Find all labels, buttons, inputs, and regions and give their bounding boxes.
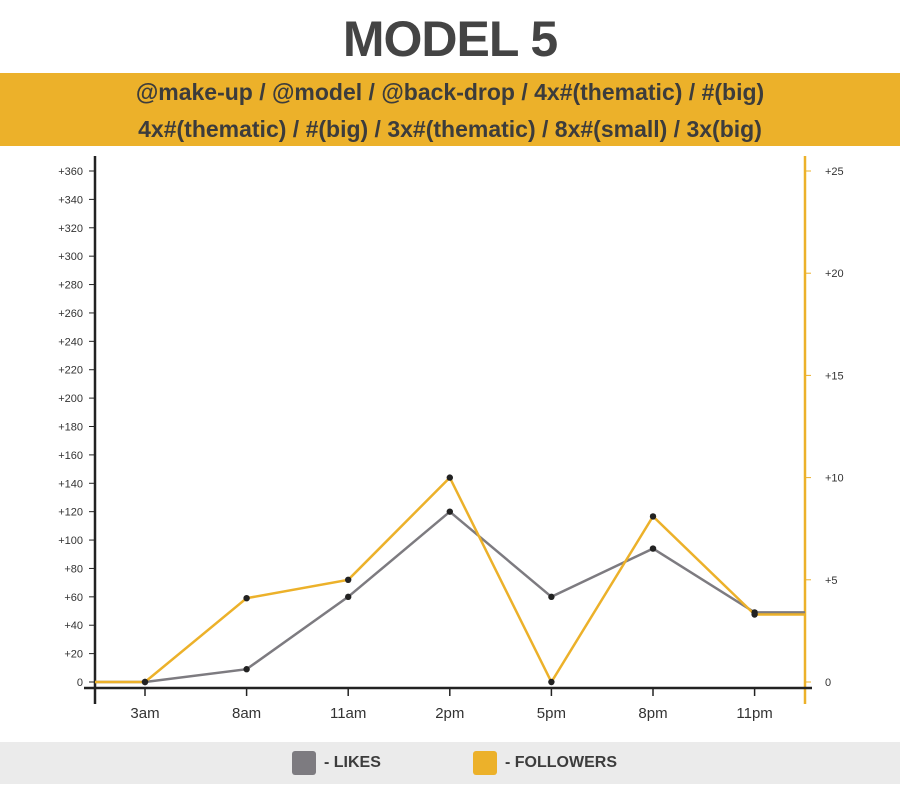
- right-tick-label: +15: [825, 370, 844, 382]
- left-tick-label: +20: [64, 649, 83, 661]
- data-point-followers: [649, 513, 657, 520]
- data-point-likes: [446, 508, 453, 515]
- left-tick-label: 0: [77, 677, 83, 689]
- data-point-followers: [141, 678, 149, 686]
- x-tick-label: 2pm: [435, 705, 464, 722]
- left-tick-label: +120: [58, 507, 83, 519]
- x-tick-label: 8pm: [638, 705, 667, 722]
- x-tick-label: 11am: [330, 705, 366, 722]
- right-tick-label: +25: [825, 166, 844, 178]
- right-tick-label: +10: [825, 473, 844, 485]
- left-tick-label: +300: [58, 251, 83, 263]
- data-point-followers: [446, 474, 453, 481]
- left-tick-label: +240: [58, 336, 83, 348]
- right-tick-label: 0: [825, 677, 831, 689]
- left-tick-label: +80: [64, 563, 83, 575]
- left-tick-label: +180: [58, 422, 83, 434]
- legend-swatch-followers: [473, 751, 497, 775]
- chart-title: MODEL 5: [342, 11, 558, 67]
- left-tick-label: +60: [64, 592, 83, 604]
- series-line-followers: [95, 475, 805, 685]
- data-point-likes: [548, 593, 555, 601]
- left-y-axis: 0 +20 +40 +60 +80 +100 +120 +140 +160 +180 +200 +22…: [58, 156, 97, 704]
- left-tick-label: +200: [58, 393, 83, 405]
- banner-line-2: 4x#(thematic) / #(big) / 3x#(thematic) /…: [138, 116, 762, 142]
- series-line-likes: [95, 510, 805, 684]
- left-tick-label: +260: [58, 308, 83, 320]
- data-point-followers: [548, 678, 555, 686]
- banner-line-1: @make-up / @model / @back-drop / 4x#(the…: [135, 79, 765, 105]
- left-tick-label: +320: [58, 223, 83, 235]
- left-tick-label: +160: [58, 450, 83, 462]
- data-point-likes: [649, 545, 657, 552]
- line-chart: 0+20+40+60+80+100+120+140+160+180+200+22…: [58, 156, 844, 722]
- right-tick-label: +20: [825, 268, 844, 280]
- left-tick-label: +220: [58, 365, 83, 377]
- data-point-likes: [345, 593, 352, 601]
- left-tick-label: +360: [58, 166, 83, 178]
- data-point-followers: [345, 576, 352, 583]
- legend-label-followers: - FOLLOWERS: [505, 754, 617, 771]
- right-y-axis: 0 +5 +10 +15 +20 +25: [803, 156, 844, 704]
- legend-swatch-likes: [292, 751, 316, 775]
- tags-banner: @make-up / @model / @back-drop / 4x#(the…: [0, 73, 900, 146]
- data-point-followers: [243, 594, 250, 602]
- data-point-followers: [751, 611, 758, 618]
- x-tick-label: 11pm: [736, 705, 772, 722]
- legend: - LIKES - FOLLOWERS: [0, 742, 900, 784]
- right-tick-label: +5: [825, 575, 838, 587]
- x-tick-label: 5pm: [537, 705, 566, 722]
- series-layer: [95, 474, 805, 686]
- x-tick-label: 3am: [130, 705, 159, 722]
- left-tick-label: +140: [58, 478, 83, 490]
- data-point-likes: [243, 666, 250, 673]
- x-tick-label: 8am: [232, 705, 261, 722]
- left-tick-label: +40: [64, 620, 83, 632]
- left-tick-label: +280: [58, 280, 83, 292]
- left-tick-label: +100: [58, 535, 83, 547]
- x-axis: 3am 8am 11am 2pm 5pm 8pm 11pm: [84, 686, 812, 722]
- legend-label-likes: - LIKES: [324, 754, 381, 771]
- left-tick-label: +340: [58, 194, 83, 206]
